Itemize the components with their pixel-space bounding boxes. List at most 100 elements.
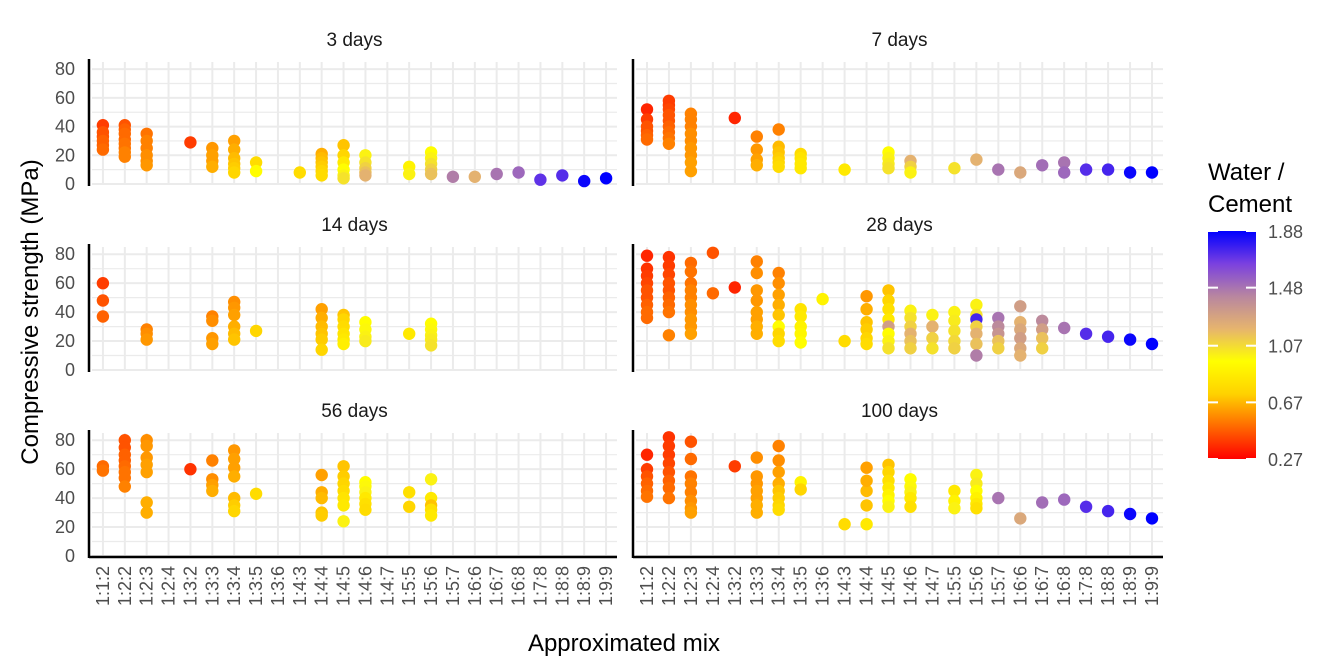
data-point — [948, 162, 961, 175]
x-tick-label: 1:4:6 — [355, 566, 375, 606]
data-point — [838, 334, 851, 348]
data-point — [904, 500, 917, 513]
data-point — [1014, 300, 1027, 313]
x-tick-label: 1:9:9 — [1142, 566, 1162, 606]
colorbar-tick-label: 0.67 — [1268, 393, 1303, 413]
data-point — [315, 509, 328, 522]
data-point — [228, 470, 241, 483]
facet-panel: 28 days — [631, 215, 1163, 372]
facet-panel: 14 days 0 20 40 60 80 — [55, 215, 617, 380]
x-tick-label: 1:2:4 — [159, 566, 179, 606]
x-tick-label: 1:4:5 — [334, 566, 354, 606]
data-point — [228, 461, 241, 474]
data-point — [315, 491, 328, 505]
data-point — [662, 250, 676, 264]
data-point — [315, 333, 328, 346]
data-point — [684, 327, 698, 340]
x-tick-label: 1:4:4 — [857, 566, 877, 606]
data-point — [1079, 327, 1093, 340]
data-point — [1145, 512, 1159, 525]
data-point — [684, 265, 698, 278]
facet-panel: 56 days 0 20 40 60 80 — [55, 401, 617, 566]
x-tick-label: 1:5:7 — [443, 566, 463, 606]
x-tick-label: 1:5:5 — [944, 566, 964, 606]
x-tick-label: 1:3:5 — [791, 566, 811, 606]
y-tick-label: 0 — [65, 360, 75, 380]
data-point — [1058, 493, 1071, 506]
data-point — [446, 170, 460, 183]
data-point — [662, 137, 676, 150]
data-point — [772, 308, 785, 322]
data-point — [424, 167, 438, 181]
y-tick-label: 60 — [55, 88, 75, 108]
data-point — [882, 294, 895, 307]
x-tick-label: 1:1:2 — [93, 566, 113, 606]
data-point — [184, 136, 197, 149]
data-point — [706, 246, 720, 259]
data-point — [424, 509, 438, 522]
x-tick-label: 1:4:4 — [312, 566, 332, 606]
data-point — [860, 474, 873, 487]
data-point — [640, 490, 654, 503]
data-point — [403, 327, 416, 340]
data-point — [904, 166, 917, 179]
data-point — [96, 143, 110, 156]
data-point — [403, 486, 416, 499]
x-tick-label: 1:8:9 — [1120, 566, 1140, 606]
y-tick-label: 40 — [55, 117, 75, 137]
data-point — [293, 166, 306, 179]
x-tick-label: 1:5:7 — [988, 566, 1008, 606]
facet-panel: 7 days — [631, 30, 1163, 186]
x-tick-label: 1:4:7 — [377, 566, 397, 606]
data-point — [772, 288, 785, 301]
x-tick-label: 1:6:8 — [509, 566, 529, 606]
colorbar-title-line-1: Water / — [1208, 159, 1285, 186]
data-point — [640, 448, 654, 461]
y-tick-label: 20 — [55, 145, 75, 165]
data-point — [750, 143, 763, 156]
data-point — [860, 518, 873, 531]
data-point — [970, 337, 983, 351]
data-point — [772, 334, 785, 348]
x-tick-label: 1:7:8 — [1076, 566, 1096, 606]
data-point — [359, 334, 372, 348]
data-point — [750, 294, 763, 307]
data-point — [794, 336, 807, 349]
data-point — [750, 159, 763, 172]
data-point — [140, 159, 153, 172]
data-point — [662, 448, 676, 461]
data-point — [1079, 163, 1093, 176]
data-point — [512, 166, 525, 179]
data-point — [1123, 333, 1137, 346]
data-point — [1101, 163, 1115, 176]
data-point — [184, 463, 197, 476]
data-point — [206, 454, 219, 467]
y-tick-label: 0 — [65, 546, 75, 566]
data-point — [904, 311, 917, 325]
x-tick-label: 1:4:7 — [922, 566, 942, 606]
data-point — [684, 506, 698, 519]
colorbar-tick-label: 1.88 — [1268, 222, 1303, 242]
data-point — [468, 170, 481, 183]
data-point — [970, 349, 983, 362]
data-point — [1014, 323, 1027, 336]
data-point — [206, 484, 219, 498]
data-point — [926, 308, 939, 322]
data-point — [1058, 321, 1071, 335]
data-point — [96, 294, 110, 307]
x-tick-labels: 1:1:2 1:2:2 1:2:3 1:2:4 1:3:2 1:3:3 1:3:4 1:3:5… — [93, 566, 1162, 606]
y-tick-label: 60 — [55, 273, 75, 293]
data-point — [794, 327, 807, 340]
data-point — [860, 499, 873, 512]
data-point — [750, 130, 763, 143]
data-point — [662, 268, 676, 281]
data-point — [750, 451, 763, 464]
data-point — [1014, 166, 1027, 179]
facet-panels: 3 days 0 20 40 60 80 7 days 14 days 0 20 40 60 80 28 … — [55, 30, 1163, 566]
data-point — [1101, 504, 1115, 518]
data-point — [228, 444, 241, 457]
data-point — [926, 332, 939, 345]
data-point — [750, 506, 763, 519]
data-point — [315, 468, 328, 482]
data-point — [838, 163, 851, 176]
